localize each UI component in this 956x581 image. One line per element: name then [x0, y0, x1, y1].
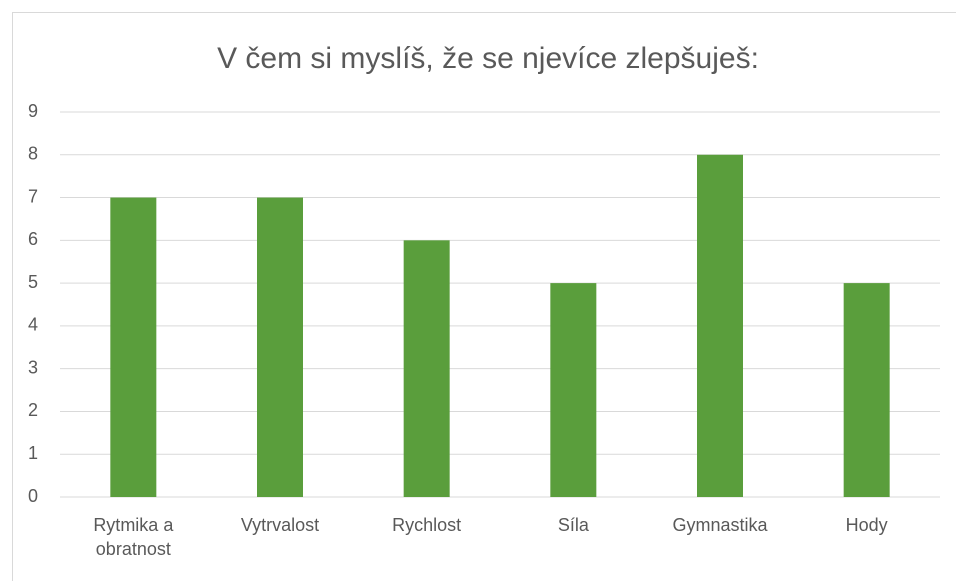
chart-border	[12, 12, 956, 581]
x-tick-label: Hody	[845, 515, 888, 535]
y-tick-label: 5	[28, 272, 38, 292]
x-tick-label: Rychlost	[392, 515, 462, 535]
bar	[843, 283, 890, 497]
bar	[257, 197, 303, 498]
y-tick-label: 0	[28, 486, 38, 506]
x-tick-label: Gymnastika	[672, 515, 768, 535]
y-tick-label: 7	[28, 186, 38, 206]
y-tick-label: 8	[28, 144, 38, 164]
bar	[550, 283, 597, 497]
bar	[697, 154, 743, 497]
x-tick-label: Síla	[557, 515, 589, 535]
x-tick-label: Vytrvalost	[240, 515, 320, 535]
x-tick-label: Rytmika a obratnost	[93, 515, 174, 559]
bar	[110, 197, 157, 498]
y-tick-label: 4	[28, 315, 38, 335]
y-tick-label: 1	[28, 443, 38, 463]
y-tick-label: 2	[28, 400, 38, 420]
y-tick-label: 6	[28, 229, 38, 249]
bar	[403, 240, 450, 498]
chart-title: V čem si myslíš, že se njevíce zlepšuješ…	[217, 42, 759, 75]
y-tick-label: 9	[28, 101, 38, 121]
y-tick-label: 3	[28, 357, 38, 377]
